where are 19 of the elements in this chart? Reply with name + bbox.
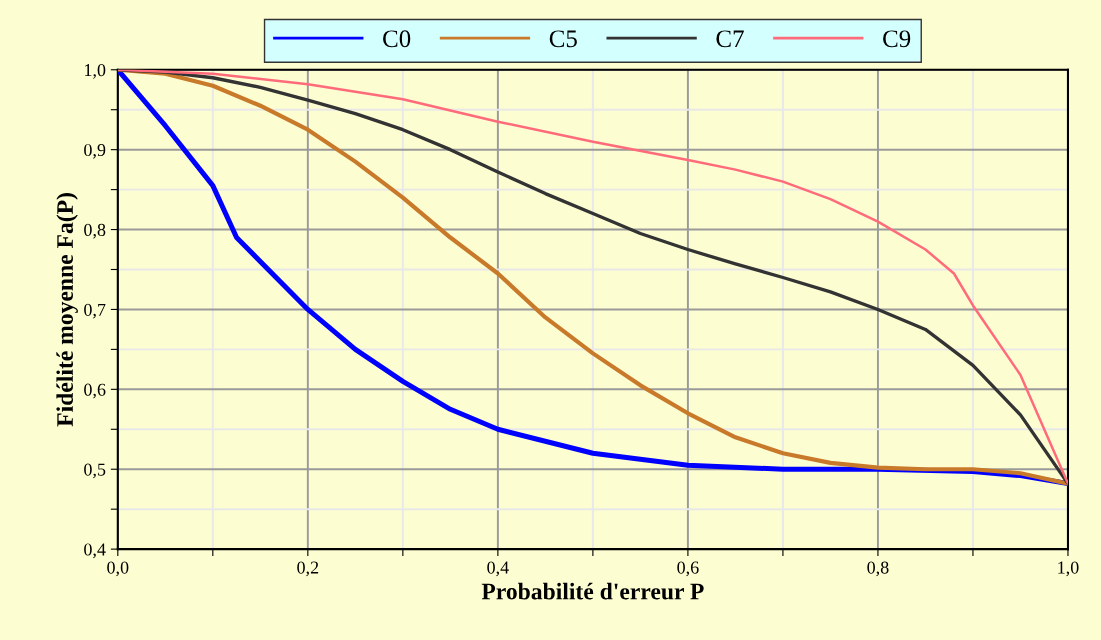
x-tick-label: 0,2 <box>297 561 319 577</box>
x-tick-label: 0,8 <box>867 561 889 577</box>
y-tick-label: 0,9 <box>84 143 106 159</box>
x-tick-label: 0,6 <box>677 561 699 577</box>
y-tick-label: 0,7 <box>84 303 106 319</box>
legend-label: C9 <box>883 30 911 48</box>
x-tick-label: 0,0 <box>107 561 129 577</box>
x-axis-title: Probabilité d'erreur P <box>481 582 704 600</box>
y-axis-title: Fidélité moyenne Fa(P) <box>56 193 78 427</box>
legend-label: C0 <box>383 30 411 48</box>
legend-label: C7 <box>716 30 744 48</box>
y-tick-label: 0,8 <box>84 223 106 239</box>
x-tick-label: 0,4 <box>487 561 509 577</box>
y-tick-label: 0,6 <box>84 383 106 399</box>
x-tick-label: 1,0 <box>1058 561 1079 577</box>
legend-label: C5 <box>549 30 577 48</box>
y-tick-label: 1,0 <box>85 64 106 79</box>
y-tick-label: 0,5 <box>84 463 106 479</box>
y-tick-label: 0,4 <box>84 543 106 559</box>
